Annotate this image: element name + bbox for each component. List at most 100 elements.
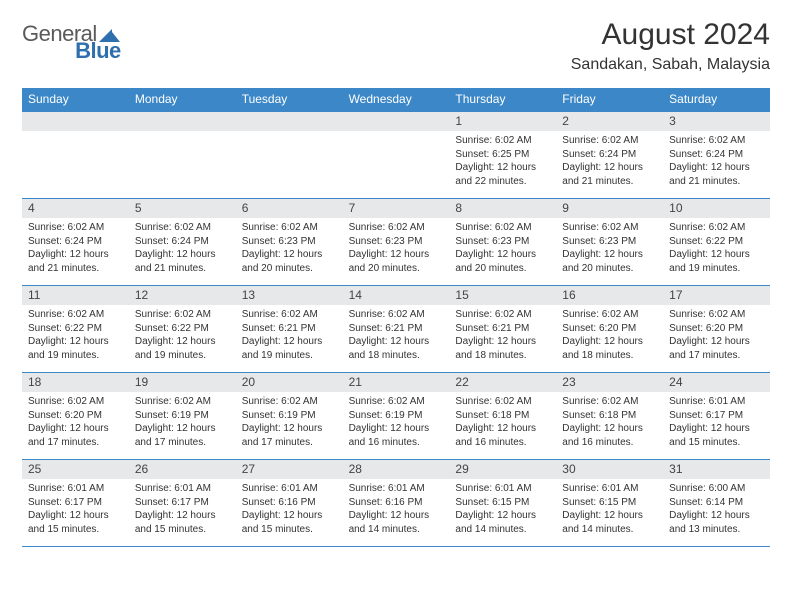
day-details: Sunrise: 6:02 AMSunset: 6:22 PMDaylight:… xyxy=(663,218,770,279)
sunrise-line: Sunrise: 6:01 AM xyxy=(562,482,657,496)
sunset-line: Sunset: 6:17 PM xyxy=(135,496,230,510)
day-cell: 13Sunrise: 6:02 AMSunset: 6:21 PMDayligh… xyxy=(236,286,343,372)
empty-day-bar xyxy=(129,112,236,131)
sunset-line: Sunset: 6:20 PM xyxy=(28,409,123,423)
weekday-tue: Tuesday xyxy=(236,88,343,111)
day-number: 21 xyxy=(343,373,450,392)
day-cell: 14Sunrise: 6:02 AMSunset: 6:21 PMDayligh… xyxy=(343,286,450,372)
daylight-line1: Daylight: 12 hours xyxy=(562,422,657,436)
week-row: 4Sunrise: 6:02 AMSunset: 6:24 PMDaylight… xyxy=(22,198,770,285)
day-cell: 31Sunrise: 6:00 AMSunset: 6:14 PMDayligh… xyxy=(663,460,770,546)
location: Sandakan, Sabah, Malaysia xyxy=(571,56,770,74)
sunrise-line: Sunrise: 6:02 AM xyxy=(135,308,230,322)
sunrise-line: Sunrise: 6:02 AM xyxy=(242,308,337,322)
day-details: Sunrise: 6:02 AMSunset: 6:21 PMDaylight:… xyxy=(236,305,343,366)
sunset-line: Sunset: 6:21 PM xyxy=(349,322,444,336)
sunrise-line: Sunrise: 6:02 AM xyxy=(562,134,657,148)
day-number: 25 xyxy=(22,460,129,479)
brand-logo: GeneralBlue xyxy=(22,18,121,62)
day-number: 20 xyxy=(236,373,343,392)
day-cell: 2Sunrise: 6:02 AMSunset: 6:24 PMDaylight… xyxy=(556,112,663,198)
daylight-line1: Daylight: 12 hours xyxy=(135,422,230,436)
sunrise-line: Sunrise: 6:02 AM xyxy=(669,134,764,148)
daylight-line2: and 19 minutes. xyxy=(242,349,337,363)
day-details: Sunrise: 6:02 AMSunset: 6:23 PMDaylight:… xyxy=(556,218,663,279)
day-details: Sunrise: 6:01 AMSunset: 6:17 PMDaylight:… xyxy=(129,479,236,540)
daylight-line2: and 16 minutes. xyxy=(562,436,657,450)
day-details: Sunrise: 6:02 AMSunset: 6:25 PMDaylight:… xyxy=(449,131,556,192)
day-number: 2 xyxy=(556,112,663,131)
daylight-line2: and 15 minutes. xyxy=(135,523,230,537)
daylight-line2: and 15 minutes. xyxy=(669,436,764,450)
sunrise-line: Sunrise: 6:02 AM xyxy=(349,308,444,322)
day-cell: 8Sunrise: 6:02 AMSunset: 6:23 PMDaylight… xyxy=(449,199,556,285)
header: GeneralBlue August 2024 Sandakan, Sabah,… xyxy=(22,18,770,74)
daylight-line2: and 14 minutes. xyxy=(349,523,444,537)
day-cell: 27Sunrise: 6:01 AMSunset: 6:16 PMDayligh… xyxy=(236,460,343,546)
day-details: Sunrise: 6:02 AMSunset: 6:24 PMDaylight:… xyxy=(556,131,663,192)
daylight-line1: Daylight: 12 hours xyxy=(562,248,657,262)
sunrise-line: Sunrise: 6:02 AM xyxy=(455,221,550,235)
day-number: 6 xyxy=(236,199,343,218)
day-cell: 19Sunrise: 6:02 AMSunset: 6:19 PMDayligh… xyxy=(129,373,236,459)
sunrise-line: Sunrise: 6:02 AM xyxy=(242,221,337,235)
day-cell: 20Sunrise: 6:02 AMSunset: 6:19 PMDayligh… xyxy=(236,373,343,459)
day-cell: 17Sunrise: 6:02 AMSunset: 6:20 PMDayligh… xyxy=(663,286,770,372)
sunset-line: Sunset: 6:23 PM xyxy=(562,235,657,249)
day-number: 7 xyxy=(343,199,450,218)
daylight-line2: and 16 minutes. xyxy=(349,436,444,450)
weekday-header-row: Sunday Monday Tuesday Wednesday Thursday… xyxy=(22,88,770,111)
sunset-line: Sunset: 6:24 PM xyxy=(562,148,657,162)
day-cell: 18Sunrise: 6:02 AMSunset: 6:20 PMDayligh… xyxy=(22,373,129,459)
day-cell xyxy=(343,112,450,198)
daylight-line1: Daylight: 12 hours xyxy=(455,335,550,349)
month-title: August 2024 xyxy=(571,18,770,52)
sunset-line: Sunset: 6:22 PM xyxy=(28,322,123,336)
day-cell: 11Sunrise: 6:02 AMSunset: 6:22 PMDayligh… xyxy=(22,286,129,372)
daylight-line1: Daylight: 12 hours xyxy=(28,248,123,262)
daylight-line2: and 14 minutes. xyxy=(455,523,550,537)
daylight-line1: Daylight: 12 hours xyxy=(135,335,230,349)
daylight-line2: and 21 minutes. xyxy=(562,175,657,189)
day-number: 31 xyxy=(663,460,770,479)
weekday-fri: Friday xyxy=(556,88,663,111)
daylight-line2: and 20 minutes. xyxy=(562,262,657,276)
daylight-line1: Daylight: 12 hours xyxy=(349,422,444,436)
day-cell: 3Sunrise: 6:02 AMSunset: 6:24 PMDaylight… xyxy=(663,112,770,198)
day-details: Sunrise: 6:02 AMSunset: 6:19 PMDaylight:… xyxy=(343,392,450,453)
sunrise-line: Sunrise: 6:02 AM xyxy=(28,395,123,409)
day-details: Sunrise: 6:02 AMSunset: 6:21 PMDaylight:… xyxy=(449,305,556,366)
daylight-line1: Daylight: 12 hours xyxy=(669,422,764,436)
day-number: 14 xyxy=(343,286,450,305)
sunset-line: Sunset: 6:18 PM xyxy=(562,409,657,423)
week-row: 25Sunrise: 6:01 AMSunset: 6:17 PMDayligh… xyxy=(22,459,770,547)
empty-day-bar xyxy=(236,112,343,131)
day-number: 23 xyxy=(556,373,663,392)
sunrise-line: Sunrise: 6:02 AM xyxy=(28,308,123,322)
day-cell xyxy=(129,112,236,198)
day-number: 4 xyxy=(22,199,129,218)
daylight-line1: Daylight: 12 hours xyxy=(669,161,764,175)
day-details: Sunrise: 6:02 AMSunset: 6:19 PMDaylight:… xyxy=(129,392,236,453)
daylight-line1: Daylight: 12 hours xyxy=(562,335,657,349)
empty-day-bar xyxy=(343,112,450,131)
day-number: 28 xyxy=(343,460,450,479)
week-row: 11Sunrise: 6:02 AMSunset: 6:22 PMDayligh… xyxy=(22,285,770,372)
day-number: 11 xyxy=(22,286,129,305)
day-number: 5 xyxy=(129,199,236,218)
day-number: 19 xyxy=(129,373,236,392)
sunset-line: Sunset: 6:16 PM xyxy=(349,496,444,510)
daylight-line1: Daylight: 12 hours xyxy=(135,248,230,262)
sunrise-line: Sunrise: 6:01 AM xyxy=(669,395,764,409)
daylight-line2: and 17 minutes. xyxy=(242,436,337,450)
daylight-line1: Daylight: 12 hours xyxy=(242,335,337,349)
daylight-line1: Daylight: 12 hours xyxy=(455,422,550,436)
daylight-line2: and 20 minutes. xyxy=(349,262,444,276)
day-details: Sunrise: 6:02 AMSunset: 6:22 PMDaylight:… xyxy=(129,305,236,366)
sunrise-line: Sunrise: 6:02 AM xyxy=(242,395,337,409)
sunrise-line: Sunrise: 6:01 AM xyxy=(455,482,550,496)
daylight-line1: Daylight: 12 hours xyxy=(349,248,444,262)
day-details: Sunrise: 6:02 AMSunset: 6:20 PMDaylight:… xyxy=(22,392,129,453)
sunrise-line: Sunrise: 6:02 AM xyxy=(455,134,550,148)
day-number: 24 xyxy=(663,373,770,392)
